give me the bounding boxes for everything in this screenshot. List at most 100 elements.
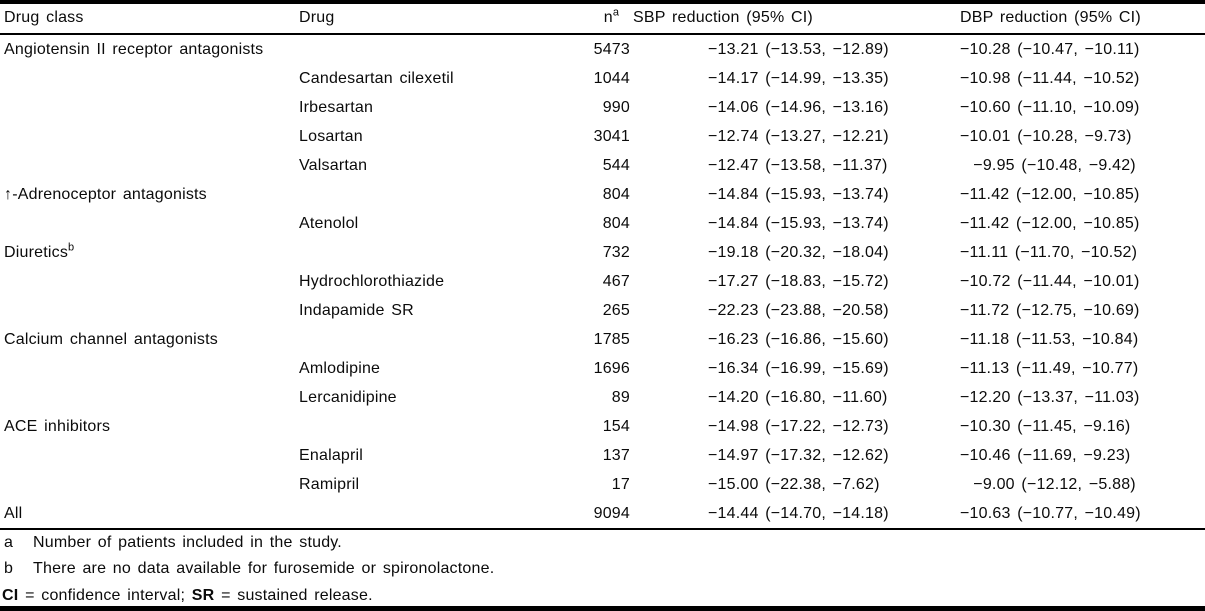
footnote-b-text: There are no data available for furosemi… <box>33 560 495 577</box>
table-row: Amlodipine 1696 −16.34 (−16.99, −15.69) … <box>0 354 1205 383</box>
cell-dbp-reduction: −11.72 (−12.75, −10.69) <box>960 301 1140 319</box>
n-superscript: a <box>612 6 619 19</box>
cell-n: 154 <box>602 417 630 435</box>
column-header-drug: Drug <box>299 4 555 35</box>
cell-drug-class <box>0 93 299 122</box>
cell-sbp-reduction: −16.23 (−16.86, −15.60) <box>708 330 889 348</box>
cell-dbp-reduction: −10.60 (−11.10, −10.09) <box>960 98 1140 116</box>
table-row: Hydrochlorothiazide 467 −17.27 (−18.83, … <box>0 267 1205 296</box>
cell-dbp-reduction: −11.11 (−11.70, −10.52) <box>960 243 1138 261</box>
table-body: Angiotensin II receptor antagonists 5473… <box>0 34 1205 528</box>
cell-drug: Amlodipine <box>299 359 381 377</box>
cell-n: 544 <box>602 156 630 174</box>
cell-drug: Lercanidipine <box>299 388 397 406</box>
cell-n: 1696 <box>593 359 630 377</box>
table-row: Ramipril 17 −15.00 (−22.38, −7.62) −9.00… <box>0 470 1205 499</box>
cell-dbp-reduction: −10.30 (−11.45, −9.16) <box>960 417 1131 435</box>
cell-drug-class <box>0 122 299 151</box>
cell-drug: Hydrochlorothiazide <box>299 272 445 290</box>
column-header-drug-class: Drug class <box>0 4 299 35</box>
cell-dbp-reduction: −12.20 (−13.37, −11.03) <box>960 388 1140 406</box>
cell-drug-class: All <box>4 504 23 522</box>
cell-drug: Candesartan cilexetil <box>299 69 454 87</box>
column-header-sbp: SBP reduction (95% CI) <box>633 4 960 35</box>
column-header-n: na <box>555 4 633 35</box>
abbrev-ci-text: = confidence interval; <box>18 586 192 604</box>
cell-drug: Losartan <box>299 127 363 145</box>
cell-dbp-reduction: −10.98 (−11.44, −10.52) <box>960 69 1140 87</box>
cell-drug-class <box>0 64 299 93</box>
cell-sbp-reduction: −14.98 (−17.22, −12.73) <box>708 417 889 435</box>
cell-n: 137 <box>602 446 630 464</box>
class-superscript: b <box>68 241 75 254</box>
table-header: Drug class Drug na SBP reduction (95% CI… <box>0 4 1205 35</box>
cell-sbp-reduction: −14.84 (−15.93, −13.74) <box>708 185 889 203</box>
table-row: Calcium channel antagonists 1785 −16.23 … <box>0 325 1205 354</box>
cell-n: 89 <box>611 388 630 406</box>
column-header-dbp: DBP reduction (95% CI) <box>960 4 1205 35</box>
cell-sbp-reduction: −17.27 (−18.83, −15.72) <box>708 272 889 290</box>
table-row: Losartan 3041 −12.74 (−13.27, −12.21) −1… <box>0 122 1205 151</box>
cell-n: 5473 <box>593 40 630 58</box>
cell-n: 804 <box>602 185 630 203</box>
table-row: Atenolol 804 −14.84 (−15.93, −13.74) −11… <box>0 209 1205 238</box>
cell-sbp-reduction: −14.20 (−16.80, −11.60) <box>708 388 888 406</box>
footnote-b: b There are no data available for furose… <box>0 556 1205 582</box>
cell-sbp-reduction: −12.47 (−13.58, −11.37) <box>708 156 888 174</box>
cell-sbp-reduction: −19.18 (−20.32, −18.04) <box>708 243 889 261</box>
table-row: All 9094 −14.44 (−14.70, −14.18) −10.63 … <box>0 499 1205 528</box>
cell-drug: Enalapril <box>299 446 364 464</box>
cell-drug-class <box>0 354 299 383</box>
cell-sbp-reduction: −14.44 (−14.70, −14.18) <box>708 504 889 522</box>
table-row: ACE inhibitors 154 −14.98 (−17.22, −12.7… <box>0 412 1205 441</box>
cell-dbp-reduction: −9.95 (−10.48, −9.42) <box>960 156 1136 174</box>
cell-n: 804 <box>602 214 630 232</box>
table-row: Indapamide SR 265 −22.23 (−23.88, −20.58… <box>0 296 1205 325</box>
table-row: Angiotensin II receptor antagonists 5473… <box>0 34 1205 64</box>
cell-sbp-reduction: −12.74 (−13.27, −12.21) <box>708 127 889 145</box>
cell-drug-class: Diureticsb <box>4 241 75 261</box>
cell-dbp-reduction: −11.18 (−11.53, −10.84) <box>960 330 1139 348</box>
table-footnotes: a Number of patients included in the stu… <box>0 528 1205 606</box>
cell-n: 1785 <box>593 330 630 348</box>
cell-drug-class: ACE inhibitors <box>4 417 111 435</box>
cell-n: 990 <box>602 98 630 116</box>
cell-n: 3041 <box>593 127 630 145</box>
cell-drug-class <box>0 267 299 296</box>
cell-sbp-reduction: −15.00 (−22.38, −7.62) <box>708 475 880 493</box>
cell-dbp-reduction: −10.63 (−10.77, −10.49) <box>960 504 1141 522</box>
footnote-a-marker: a <box>4 534 14 551</box>
cell-n: 265 <box>602 301 630 319</box>
table-row: ↑-Adrenoceptor antagonists 804 −14.84 (−… <box>0 180 1205 209</box>
table-row: Diureticsb 732 −19.18 (−20.32, −18.04) −… <box>0 238 1205 267</box>
footnote-b-marker: b <box>4 560 14 577</box>
cell-sbp-reduction: −14.17 (−14.99, −13.35) <box>708 69 889 87</box>
cell-n: 17 <box>611 475 630 493</box>
table-row: Enalapril 137 −14.97 (−17.32, −12.62) −1… <box>0 441 1205 470</box>
abbrev-sr-label: SR <box>191 586 215 604</box>
cell-drug: Irbesartan <box>299 98 374 116</box>
cell-sbp-reduction: −22.23 (−23.88, −20.58) <box>708 301 889 319</box>
cell-dbp-reduction: −11.13 (−11.49, −10.77) <box>960 359 1139 377</box>
cell-drug <box>299 238 555 267</box>
cell-drug <box>299 180 555 209</box>
cell-sbp-reduction: −13.21 (−13.53, −12.89) <box>708 40 889 58</box>
header-row: Drug class Drug na SBP reduction (95% CI… <box>0 4 1205 35</box>
cell-drug-class <box>0 209 299 238</box>
cell-dbp-reduction: −10.28 (−10.47, −10.11) <box>960 40 1140 58</box>
table-row: Lercanidipine 89 −14.20 (−16.80, −11.60)… <box>0 383 1205 412</box>
abbrev-ci-label: CI <box>2 586 19 604</box>
cell-dbp-reduction: −9.00 (−12.12, −5.88) <box>960 475 1136 493</box>
cell-sbp-reduction: −16.34 (−16.99, −15.69) <box>708 359 889 377</box>
cell-drug: Valsartan <box>299 156 368 174</box>
cell-dbp-reduction: −10.46 (−11.69, −9.23) <box>960 446 1131 464</box>
abbrev-sr-text: = sustained release. <box>214 586 373 604</box>
cell-drug <box>299 325 555 354</box>
cell-drug <box>299 34 555 64</box>
cell-drug-class <box>0 441 299 470</box>
cell-dbp-reduction: −10.72 (−11.44, −10.01) <box>960 272 1140 290</box>
table-row: Irbesartan 990 −14.06 (−14.96, −13.16) −… <box>0 93 1205 122</box>
cell-drug-class <box>0 383 299 412</box>
abbreviations-line: CI = confidence interval; SR = sustained… <box>0 582 1205 606</box>
cell-sbp-reduction: −14.84 (−15.93, −13.74) <box>708 214 889 232</box>
